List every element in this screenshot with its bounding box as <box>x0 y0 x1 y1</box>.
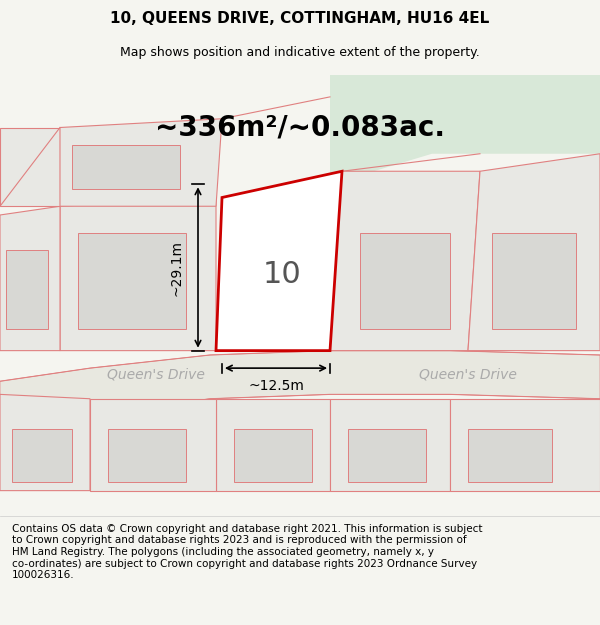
Bar <box>108 429 186 482</box>
Polygon shape <box>468 154 600 351</box>
Polygon shape <box>0 394 90 491</box>
Bar <box>348 429 426 482</box>
Bar <box>360 232 450 329</box>
Polygon shape <box>0 127 60 206</box>
Bar <box>78 232 186 329</box>
Text: Contains OS data © Crown copyright and database right 2021. This information is : Contains OS data © Crown copyright and d… <box>12 524 482 580</box>
Text: Queen's Drive: Queen's Drive <box>419 368 517 382</box>
Polygon shape <box>60 119 222 206</box>
Bar <box>72 145 180 189</box>
Polygon shape <box>216 171 342 351</box>
Text: 10, QUEENS DRIVE, COTTINGHAM, HU16 4EL: 10, QUEENS DRIVE, COTTINGHAM, HU16 4EL <box>110 11 490 26</box>
Polygon shape <box>0 206 60 351</box>
Polygon shape <box>330 171 480 351</box>
Bar <box>6 250 48 329</box>
Text: Queen's Drive: Queen's Drive <box>107 368 205 382</box>
Text: 10: 10 <box>263 259 301 289</box>
Text: Map shows position and indicative extent of the property.: Map shows position and indicative extent… <box>120 46 480 59</box>
Bar <box>12 429 72 482</box>
Polygon shape <box>330 399 450 491</box>
Bar <box>468 429 552 482</box>
Bar <box>234 429 312 482</box>
Text: ~12.5m: ~12.5m <box>248 379 304 393</box>
Polygon shape <box>60 198 216 351</box>
Text: ~336m²/~0.083ac.: ~336m²/~0.083ac. <box>155 114 445 141</box>
Polygon shape <box>90 399 216 491</box>
Polygon shape <box>216 399 330 491</box>
Text: ~29.1m: ~29.1m <box>169 239 183 296</box>
Polygon shape <box>450 399 600 491</box>
Bar <box>492 232 576 329</box>
Polygon shape <box>0 351 600 434</box>
Polygon shape <box>330 75 600 184</box>
